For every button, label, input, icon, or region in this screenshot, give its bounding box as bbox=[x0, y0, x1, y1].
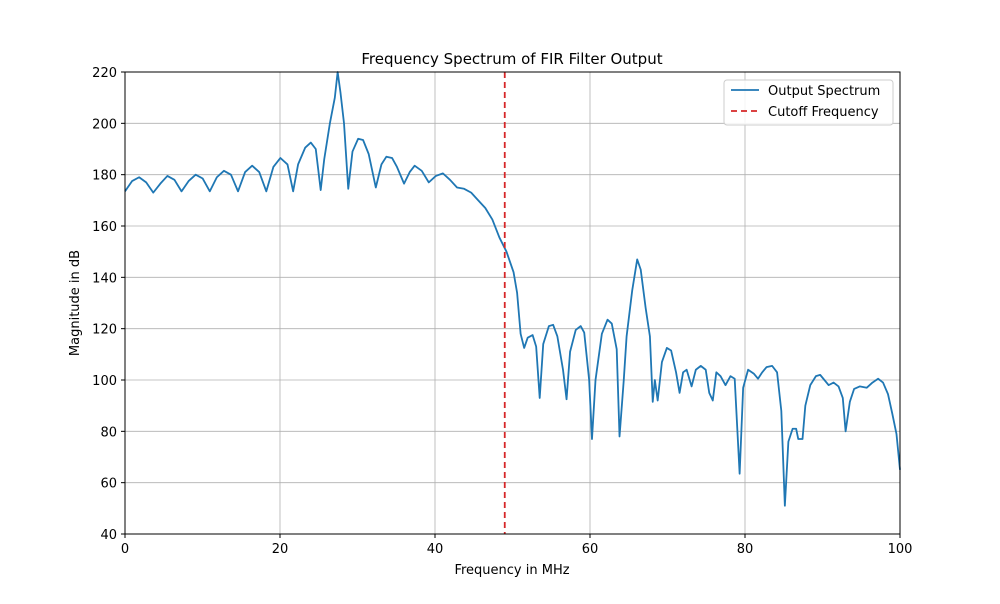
y-tick-label: 220 bbox=[92, 66, 117, 81]
y-axis-label: Magnitude in dB bbox=[68, 250, 83, 356]
y-tick-label: 120 bbox=[92, 323, 117, 338]
x-axis-label: Frequency in MHz bbox=[454, 563, 569, 578]
chart-title: Frequency Spectrum of FIR Filter Output bbox=[361, 50, 662, 68]
legend-box bbox=[723, 79, 894, 126]
y-tick-label: 180 bbox=[92, 169, 117, 184]
x-tick-label: 40 bbox=[427, 542, 444, 557]
series-layer bbox=[124, 71, 901, 534]
y-axis-ticks: 40 60 80 100 120 140 160 180 200 220 bbox=[92, 66, 125, 543]
y-tick-label: 40 bbox=[100, 528, 117, 543]
output-spectrum-line bbox=[124, 71, 901, 507]
x-axis-ticks: 0 20 40 60 80 100 bbox=[121, 534, 913, 557]
y-tick-label: 60 bbox=[100, 477, 117, 492]
y-tick-label: 160 bbox=[92, 220, 117, 235]
legend-cutoff-label: Cutoff Frequency bbox=[768, 105, 879, 120]
y-tick-label: 100 bbox=[92, 374, 117, 389]
y-tick-label: 200 bbox=[92, 117, 117, 132]
x-tick-label: 60 bbox=[582, 542, 599, 557]
x-tick-label: 0 bbox=[121, 542, 129, 557]
plot-frame bbox=[124, 71, 901, 535]
x-tick-label: 80 bbox=[737, 542, 754, 557]
legend: Output Spectrum Cutoff Frequency bbox=[723, 79, 894, 126]
y-tick-label: 140 bbox=[92, 271, 117, 286]
x-tick-label: 100 bbox=[888, 542, 913, 557]
x-tick-label: 20 bbox=[272, 542, 289, 557]
legend-output-label: Output Spectrum bbox=[768, 84, 880, 99]
y-tick-label: 80 bbox=[100, 425, 117, 440]
grid-lines bbox=[124, 71, 901, 535]
